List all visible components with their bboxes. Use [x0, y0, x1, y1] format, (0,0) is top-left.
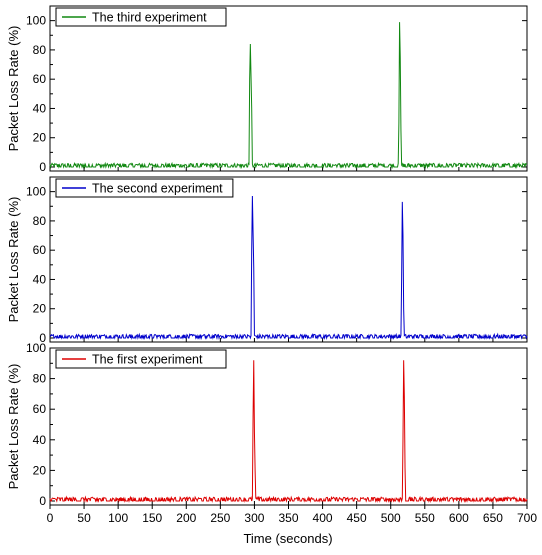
y-tick-label: 80 — [33, 372, 47, 386]
y-tick-label: 20 — [33, 302, 47, 316]
y-tick-label: 100 — [26, 341, 46, 355]
legend-box — [55, 178, 234, 198]
legend-box — [55, 7, 227, 27]
legend: The third experiment — [55, 7, 227, 27]
x-tick-label: 400 — [313, 511, 333, 525]
panel-frame — [49, 176, 528, 343]
x-tick-label: 350 — [278, 511, 298, 525]
x-tick-label: 550 — [415, 511, 435, 525]
x-axis: 0 50 100 150 200 250 300 350 400 450 500 550 600 650 7… — [47, 505, 537, 525]
panel-frame — [49, 347, 528, 506]
y-axis-title: Packet Loss Rate (%) — [6, 364, 21, 490]
x-tick-label: 150 — [142, 511, 162, 525]
y-tick-label: 100 — [26, 14, 46, 28]
y-tick-label: 0 — [39, 494, 46, 508]
x-tick-label: 450 — [347, 511, 367, 525]
y-axis-title: Packet Loss Rate (%) — [6, 197, 21, 323]
x-tick-label: 600 — [449, 511, 469, 525]
y-tick-label: 0 — [39, 160, 46, 174]
legend-box — [55, 349, 227, 369]
x-tick-label: 0 — [47, 511, 54, 525]
y-axis-title: Packet Loss Rate (%) — [6, 26, 21, 152]
y-tick-label: 0 — [39, 331, 46, 345]
y-tick-label: 40 — [33, 272, 47, 286]
x-tick-label: 250 — [210, 511, 230, 525]
series-line-3 — [49, 360, 528, 503]
legend: The second experiment — [55, 178, 234, 198]
x-tick-label: 500 — [381, 511, 401, 525]
x-axis-title: Time (seconds) — [243, 531, 332, 546]
legend-label: The first experiment — [92, 353, 203, 367]
x-tick-label: 100 — [108, 511, 128, 525]
legend-label: The second experiment — [92, 182, 223, 196]
series-line-2 — [49, 196, 528, 340]
series-line-1 — [49, 22, 528, 169]
panel-frame — [49, 5, 528, 172]
y-tick-label: 40 — [33, 433, 47, 447]
panel-1: 0 20 40 60 80 100 Packet Loss Rate (%) The thir… — [6, 5, 528, 174]
y-tick-label: 20 — [33, 463, 47, 477]
y-tick-label: 60 — [33, 402, 47, 416]
x-tick-label: 700 — [517, 511, 537, 525]
x-tick-label: 300 — [244, 511, 264, 525]
panel-3: 0 20 40 60 80 100 Packet Loss Rate (%) The firs… — [6, 341, 528, 508]
legend: The first experiment — [55, 349, 227, 369]
panel-2: 0 20 40 60 80 100 Packet Loss Rate (%) The seco… — [6, 176, 528, 345]
x-tick-label: 50 — [77, 511, 91, 525]
y-tick-label: 40 — [33, 101, 47, 115]
legend-label: The third experiment — [92, 11, 207, 25]
panels-layer: 0 20 40 60 80 100 Packet Loss Rate (%) The thir… — [6, 5, 528, 508]
y-tick-label: 80 — [33, 43, 47, 57]
y-tick-label: 80 — [33, 214, 47, 228]
y-tick-label: 60 — [33, 243, 47, 257]
x-tick-label: 200 — [176, 511, 196, 525]
y-tick-label: 60 — [33, 72, 47, 86]
y-tick-label: 100 — [26, 185, 46, 199]
y-tick-label: 20 — [33, 131, 47, 145]
x-tick-label: 650 — [483, 511, 503, 525]
